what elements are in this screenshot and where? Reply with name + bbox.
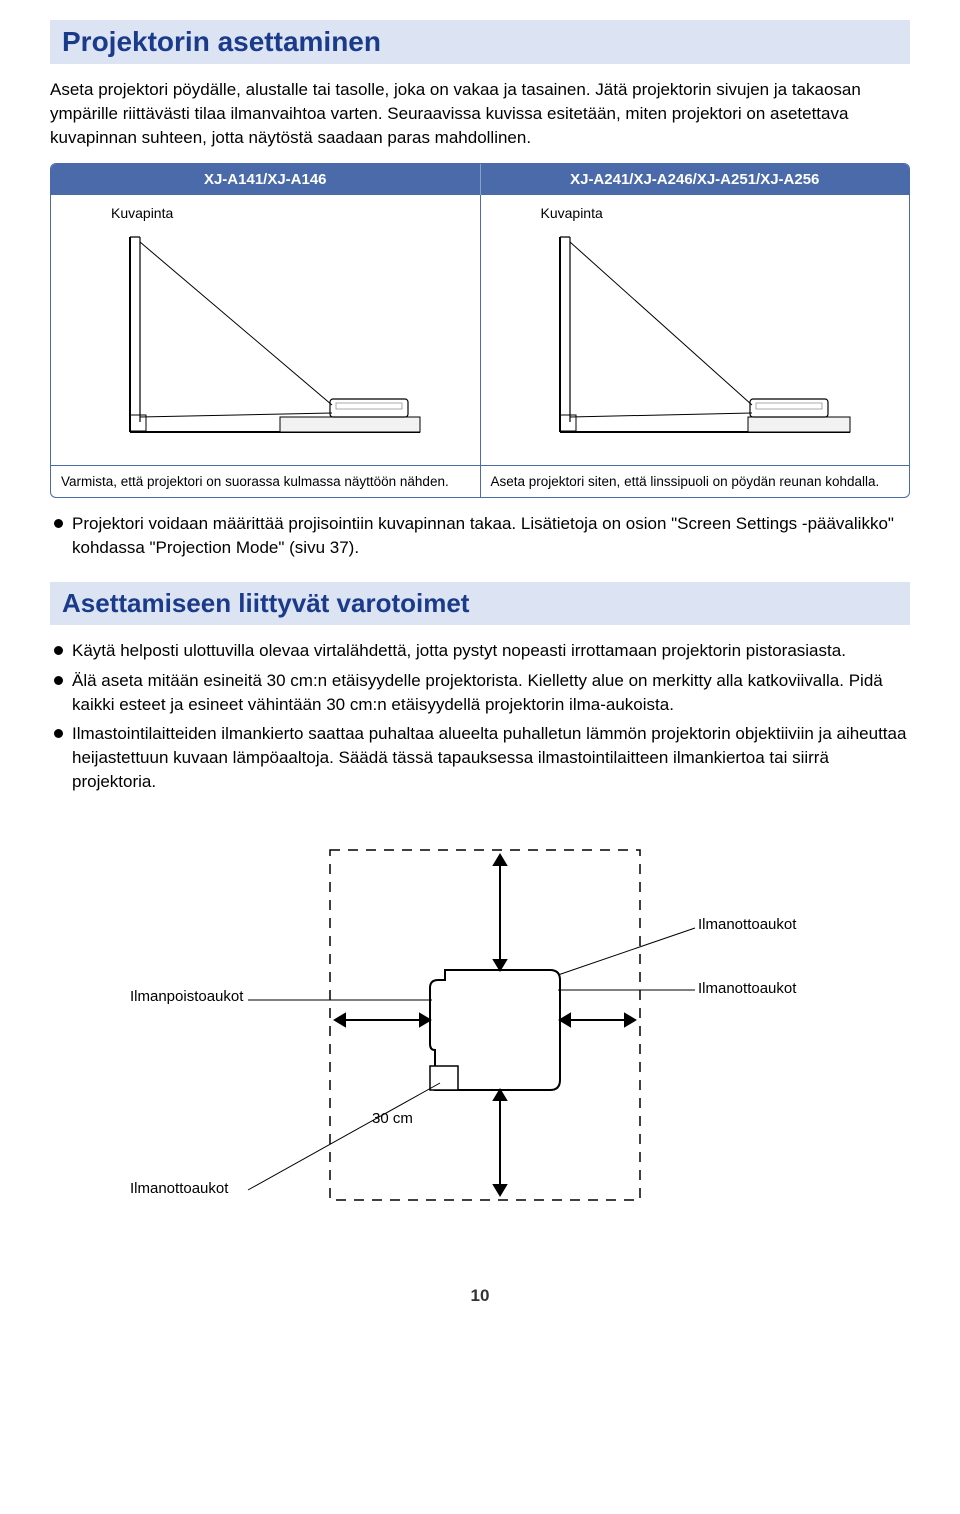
bullet-power: Käytä helposti ulottuvilla olevaa virtal… [50,639,910,663]
bullet-projection-mode: Projektori voidaan määrittää projisointi… [50,512,910,560]
projection-diagram-1-svg [100,227,430,457]
intake-top-label: Ilmanottoaukot [698,916,796,933]
table-cell-2: Kuvapinta [480,195,910,465]
page-number: 10 [50,1286,910,1306]
distance-label: 30 cm [372,1110,413,1127]
intro-paragraph: Aseta projektori pöydälle, alustalle tai… [50,78,910,149]
projection-diagram-2-svg [530,227,860,457]
section-title: Projektorin asettaminen [50,20,910,64]
intake-bottom-label: Ilmanottoaukot [130,1180,228,1197]
vent-diagram-svg [130,820,830,1250]
table-body-row: Kuvapinta [51,195,909,465]
table-cell-1: Kuvapinta [51,195,480,465]
post-table-bullets: Projektori voidaan määrittää projisointi… [50,512,910,560]
table-header-col2: XJ-A241/XJ-A246/XJ-A251/XJ-A256 [480,164,910,195]
diagram-1 [61,227,470,457]
vent-diagram: Ilmanpoistoaukot Ilmanottoaukot Ilmanott… [50,820,910,1250]
table-caption-2: Aseta projektori siten, että linssipuoli… [480,466,910,497]
exhaust-vent-label: Ilmanpoistoaukot [130,988,243,1005]
table-header-row: XJ-A141/XJ-A146 XJ-A241/XJ-A246/XJ-A251/… [51,164,909,195]
table-caption-1: Varmista, että projektori on suorassa ku… [51,466,480,497]
bullet-aircon: Ilmastointilaitteiden ilmankierto saatta… [50,722,910,793]
precautions-header: Asettamiseen liittyvät varotoimet [50,582,910,625]
screen-label-1: Kuvapinta [111,205,470,221]
table-header-col1: XJ-A141/XJ-A146 [51,164,480,195]
intake-right-label: Ilmanottoaukot [698,980,796,997]
screen-label-2: Kuvapinta [541,205,900,221]
model-table: XJ-A141/XJ-A146 XJ-A241/XJ-A246/XJ-A251/… [50,163,910,498]
bullet-clearance: Älä aseta mitään esineitä 30 cm:n etäisy… [50,669,910,717]
diagram-2 [491,227,900,457]
table-caption-row: Varmista, että projektori on suorassa ku… [51,465,909,497]
precaution-bullets: Käytä helposti ulottuvilla olevaa virtal… [50,639,910,794]
